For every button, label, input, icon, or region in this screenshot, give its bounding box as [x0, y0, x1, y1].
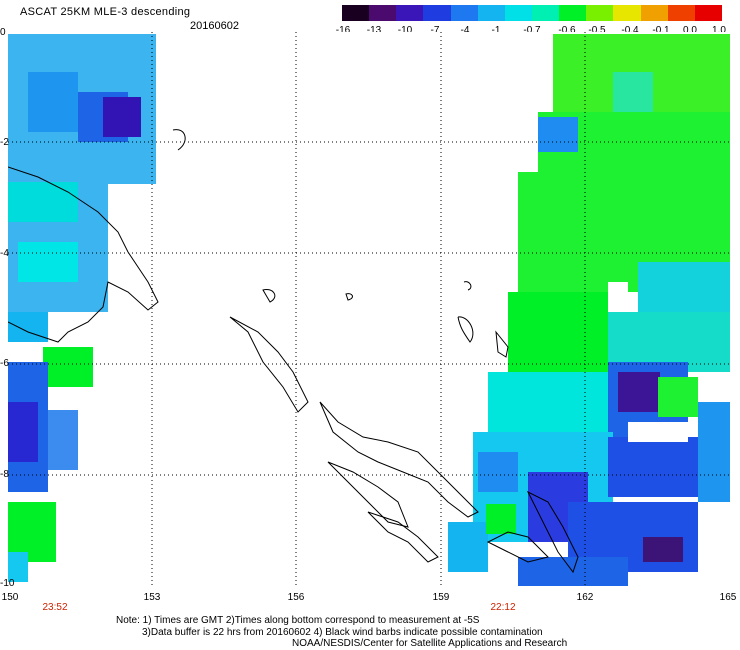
colorbar-tick: -4 [460, 25, 470, 36]
colorbar-tick: -0.7 [523, 25, 541, 36]
colorbar-tick: -0.1 [652, 25, 670, 36]
solomon-island-coast [367, 511, 439, 563]
color-swatch [450, 5, 478, 21]
pass-time-west: 23:52 [42, 602, 68, 613]
color-swatch [423, 5, 451, 21]
west-swath [8, 34, 156, 582]
colorbar-tick: -0.5 [588, 25, 606, 36]
new-britain-coast [8, 166, 159, 343]
colorbar-tick: 1.0 [712, 25, 726, 36]
y-tick: -8 [0, 469, 9, 480]
note-line-1: Note: 1) Times are GMT 2)Times along bot… [116, 615, 480, 626]
solomon-island-coast [319, 401, 479, 518]
color-scale-bar [342, 5, 722, 21]
coastlines [8, 129, 579, 574]
color-swatch [396, 5, 424, 21]
island-outline [463, 281, 472, 291]
colorbar-tick: -10 [397, 25, 413, 36]
x-tick: 165 [719, 592, 737, 603]
y-tick: -10 [0, 578, 15, 589]
x-tick: 153 [143, 592, 161, 603]
island-outline [486, 531, 549, 563]
solomon-island-coast [327, 461, 409, 528]
pass-time-east: 22:12 [490, 602, 516, 613]
colorbar-tick: -0.6 [558, 25, 576, 36]
island-outline [457, 316, 474, 343]
y-tick: 0 [0, 27, 6, 38]
color-swatch [640, 5, 668, 21]
colorbar-tick: -16 [335, 25, 351, 36]
colorbar-tick: 0.0 [683, 25, 697, 36]
note-line-3: NOAA/NESDIS/Center for Satellite Applica… [292, 638, 568, 649]
note-line-2: 3)Data buffer is 22 hrs from 20160602 4)… [142, 627, 543, 638]
map-date: 20160602 [190, 20, 239, 32]
color-swatch [531, 5, 560, 21]
colorbar-tick: -0.4 [621, 25, 639, 36]
color-swatch [559, 5, 587, 21]
island-outline [495, 330, 509, 358]
color-swatch [342, 5, 370, 21]
colorbar-tick: -13 [366, 25, 382, 36]
x-tick: 150 [1, 592, 19, 603]
wind-map [8, 32, 730, 586]
island-outline [262, 288, 276, 303]
color-swatch [586, 5, 614, 21]
color-swatch [504, 5, 532, 21]
map-title: ASCAT 25KM MLE-3 descending [20, 6, 191, 18]
x-tick: 156 [287, 592, 305, 603]
bougainville-coast [229, 316, 309, 413]
y-tick: -4 [0, 248, 9, 259]
island-outline [345, 293, 353, 301]
east-swath [448, 34, 730, 586]
color-swatch [667, 5, 695, 21]
color-swatch [369, 5, 397, 21]
y-tick: -2 [0, 137, 9, 148]
x-tick: 159 [432, 592, 450, 603]
graticule [8, 32, 730, 586]
y-tick: -6 [0, 358, 9, 369]
colorbar-tick: -7 [430, 25, 440, 36]
island-outline [172, 129, 186, 151]
colorbar-tick: -1 [491, 25, 501, 36]
island-outline [526, 490, 579, 574]
color-swatch [477, 5, 505, 21]
color-swatch [694, 5, 722, 21]
color-swatch [613, 5, 641, 21]
x-tick: 162 [576, 592, 594, 603]
